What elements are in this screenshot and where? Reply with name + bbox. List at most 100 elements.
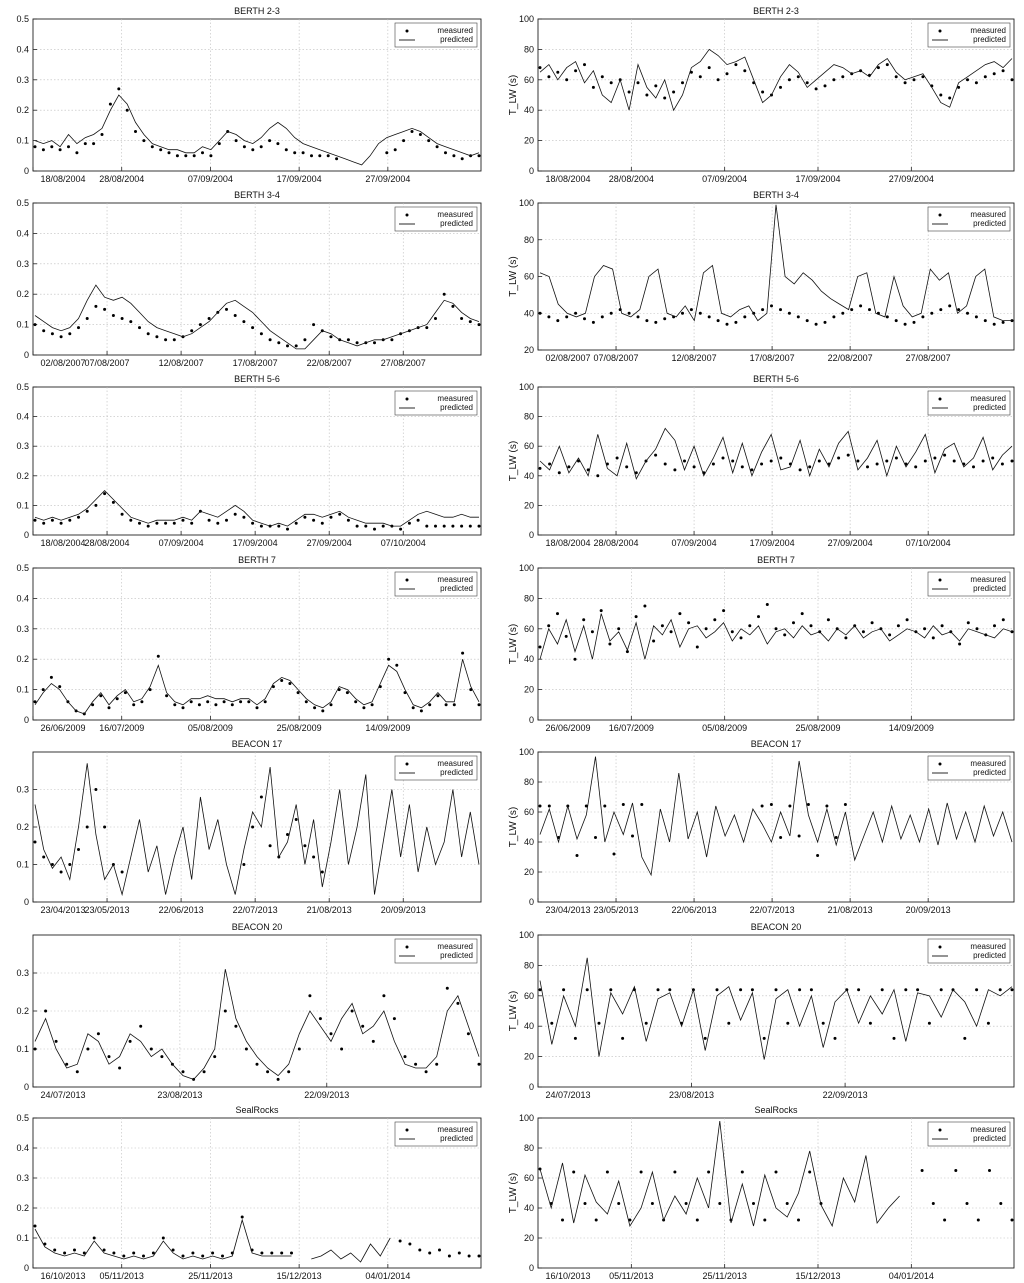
data-point-measured	[715, 988, 719, 992]
data-point-measured	[134, 130, 137, 133]
legend-box	[394, 390, 478, 416]
x-tick-label: 27/09/2004	[307, 538, 352, 548]
data-point-measured	[943, 453, 947, 457]
data-point-measured	[574, 311, 578, 315]
x-tick-label: 22/08/2007	[828, 353, 873, 363]
data-point-measured	[340, 1047, 344, 1051]
data-point-measured	[894, 319, 898, 323]
data-point-measured	[290, 1251, 293, 1255]
data-point-measured	[54, 1039, 58, 1043]
legend-label-measured: measured	[970, 759, 1006, 768]
data-point-measured	[181, 706, 185, 710]
data-point-measured	[416, 518, 420, 522]
data-point-measured	[108, 102, 112, 106]
legend-label-predicted: predicted	[440, 584, 473, 593]
data-point-measured	[442, 292, 446, 296]
data-point-measured	[868, 1021, 872, 1025]
data-point-measured	[381, 524, 385, 528]
series-line-predicted	[34, 94, 480, 166]
data-point-measured	[276, 142, 280, 146]
data-point-measured	[786, 1021, 790, 1025]
x-tick-label: 05/11/2013	[100, 1271, 144, 1281]
y-tick-label: 80	[524, 593, 534, 603]
legend-label-measured: measured	[970, 26, 1006, 35]
data-point-measured	[809, 624, 813, 628]
data-point-measured	[164, 521, 168, 525]
data-point-measured	[468, 524, 472, 528]
data-point-measured	[393, 148, 397, 152]
data-point-measured	[213, 1055, 217, 1059]
legend-label-predicted: predicted	[973, 951, 1006, 960]
data-point-measured	[673, 468, 677, 472]
data-point-measured	[707, 66, 711, 70]
data-point-measured	[59, 521, 63, 525]
data-point-measured	[573, 657, 577, 661]
y-tick-label: 0.4	[16, 593, 29, 603]
data-point-measured	[303, 844, 307, 848]
y-tick-label: 100	[519, 1113, 534, 1123]
y-tick-label: 0.3	[16, 75, 29, 85]
data-point-measured	[716, 319, 720, 323]
legend-box	[927, 1121, 1011, 1147]
data-point-measured	[58, 148, 62, 152]
data-point-measured	[957, 308, 961, 312]
y-axis-label: T_LW (s)	[508, 441, 519, 481]
data-point-measured	[371, 1039, 375, 1043]
x-tick-label: 17/08/2007	[750, 353, 795, 363]
data-point-measured	[120, 317, 124, 320]
data-point-measured	[259, 795, 263, 799]
chart-title: BERTH 5-6	[753, 374, 799, 384]
x-tick-label: 22/08/2007	[307, 358, 352, 368]
data-point-measured	[467, 1254, 471, 1258]
data-point-measured	[434, 524, 437, 528]
data-point-measured	[461, 651, 465, 655]
data-point-measured	[547, 75, 551, 79]
data-point-measured	[547, 315, 551, 319]
data-point-measured	[385, 151, 389, 155]
data-point-measured	[966, 78, 969, 82]
data-point-measured	[892, 1036, 896, 1040]
legend-label-measured: measured	[437, 759, 473, 768]
y-tick-label: 80	[524, 777, 534, 787]
data-point-measured	[808, 465, 812, 469]
x-tick-label: 07/09/2004	[188, 174, 233, 184]
data-point-measured	[277, 341, 281, 345]
data-point-measured	[457, 1251, 461, 1255]
data-point-measured	[313, 706, 317, 710]
data-point-measured	[596, 474, 600, 478]
data-point-measured	[165, 694, 169, 698]
data-point-measured	[814, 322, 818, 326]
data-point-measured	[155, 521, 159, 525]
data-point-measured	[683, 459, 686, 463]
x-tick-label: 02/08/2007	[545, 353, 590, 363]
data-point-measured	[125, 108, 129, 112]
chart-title: SealRocks	[235, 1105, 279, 1115]
data-point-measured	[155, 335, 159, 339]
data-point-measured	[156, 654, 160, 658]
data-point-measured	[636, 315, 640, 319]
data-point-measured	[42, 521, 46, 525]
data-point-measured	[456, 1001, 460, 1005]
data-point-measured	[752, 1202, 755, 1205]
legend-marker-measured	[405, 29, 409, 33]
data-point-measured	[975, 627, 979, 631]
y-tick-label: 0.2	[16, 105, 29, 115]
data-point-measured	[33, 323, 37, 327]
x-tick-label: 22/09/2013	[823, 1090, 868, 1100]
data-point-measured	[75, 151, 79, 155]
data-point-measured	[207, 317, 211, 320]
data-point-measured	[859, 304, 863, 308]
x-tick-label: 23/08/2013	[157, 1090, 202, 1100]
data-point-measured	[240, 1215, 244, 1219]
data-point-measured	[428, 703, 432, 707]
data-point-measured	[993, 624, 996, 628]
data-point-measured	[621, 803, 625, 806]
x-tick-label: 04/01/2014	[889, 1271, 934, 1281]
data-point-measured	[94, 503, 98, 507]
data-point-measured	[304, 700, 308, 704]
y-tick-label: 80	[524, 235, 534, 245]
data-point-measured	[678, 612, 682, 616]
data-point-measured	[49, 675, 53, 679]
data-point-measured	[930, 311, 934, 315]
